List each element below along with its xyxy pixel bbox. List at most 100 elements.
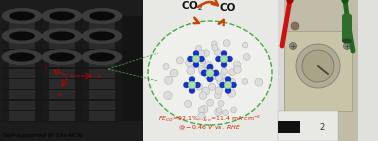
Ellipse shape [2, 28, 42, 44]
Text: b: b [59, 92, 62, 97]
Bar [0, 0, 143, 141]
Bar [42, 36, 49, 119]
Bar [2, 78, 42, 79]
Circle shape [212, 45, 218, 51]
Bar [82, 99, 122, 101]
Bar [82, 56, 122, 58]
Circle shape [164, 91, 172, 100]
Bar [2, 35, 42, 37]
Circle shape [220, 82, 225, 88]
Circle shape [225, 77, 231, 82]
Circle shape [207, 99, 214, 106]
Circle shape [218, 101, 224, 107]
Bar [75, 57, 82, 121]
Ellipse shape [9, 52, 35, 61]
Bar [278, 0, 284, 141]
Circle shape [198, 56, 204, 62]
Bar [82, 64, 122, 66]
Ellipse shape [2, 49, 42, 65]
Bar [42, 89, 82, 90]
Circle shape [221, 68, 228, 74]
Bar [82, 35, 122, 37]
Circle shape [202, 87, 210, 95]
Bar [42, 64, 82, 66]
Circle shape [198, 107, 204, 113]
Bar [41, 16, 62, 121]
Circle shape [200, 67, 207, 74]
Bar [284, 31, 352, 111]
Circle shape [192, 55, 200, 63]
Ellipse shape [49, 32, 75, 40]
Bar [82, 67, 122, 69]
Circle shape [223, 110, 228, 116]
Bar [42, 63, 82, 64]
Bar [82, 91, 122, 92]
Circle shape [188, 81, 196, 89]
Circle shape [197, 50, 205, 58]
Ellipse shape [2, 8, 42, 24]
Circle shape [206, 69, 214, 77]
Bar [2, 67, 42, 69]
Bar [42, 113, 82, 114]
Circle shape [163, 64, 169, 70]
Circle shape [229, 69, 236, 76]
Bar [82, 32, 122, 33]
Circle shape [189, 77, 195, 82]
Ellipse shape [89, 52, 115, 61]
Ellipse shape [148, 21, 272, 125]
Bar [342, 16, 352, 41]
Circle shape [216, 75, 223, 81]
Circle shape [290, 42, 296, 49]
Bar [42, 16, 49, 114]
Circle shape [186, 59, 194, 67]
Ellipse shape [342, 14, 352, 18]
Bar [42, 97, 82, 98]
Ellipse shape [42, 49, 82, 65]
Bar [42, 36, 82, 119]
FancyArrowPatch shape [198, 0, 218, 7]
Bar [42, 67, 82, 69]
Circle shape [344, 42, 350, 49]
Circle shape [220, 55, 228, 63]
Bar [2, 32, 42, 33]
Circle shape [221, 62, 227, 68]
Ellipse shape [42, 8, 82, 24]
Bar [35, 57, 42, 121]
Bar [82, 77, 122, 78]
Circle shape [207, 64, 213, 70]
Circle shape [228, 89, 235, 97]
Bar [82, 16, 122, 114]
Ellipse shape [9, 12, 35, 20]
Circle shape [211, 41, 217, 47]
Circle shape [193, 62, 199, 68]
Bar [42, 57, 49, 121]
Bar [82, 63, 122, 64]
Text: 2: 2 [319, 123, 325, 132]
Circle shape [193, 50, 199, 56]
Bar [115, 57, 122, 121]
Circle shape [215, 56, 222, 62]
Bar [2, 113, 42, 114]
Circle shape [233, 61, 241, 68]
Ellipse shape [49, 12, 75, 20]
Bar [42, 49, 82, 51]
Bar [143, 0, 278, 141]
Circle shape [223, 40, 230, 47]
Circle shape [198, 66, 205, 73]
Bar [42, 78, 82, 79]
Bar [42, 121, 82, 122]
Circle shape [208, 83, 215, 91]
Bar [82, 57, 89, 121]
Circle shape [291, 22, 299, 30]
Bar [2, 16, 9, 114]
Circle shape [200, 105, 208, 113]
Bar [42, 118, 82, 120]
Bar [2, 49, 42, 51]
Bar [35, 16, 42, 114]
Ellipse shape [42, 28, 82, 44]
Circle shape [231, 82, 237, 88]
Bar [82, 36, 122, 119]
Bar [42, 48, 82, 49]
Bar [42, 99, 82, 101]
Circle shape [287, 0, 293, 3]
